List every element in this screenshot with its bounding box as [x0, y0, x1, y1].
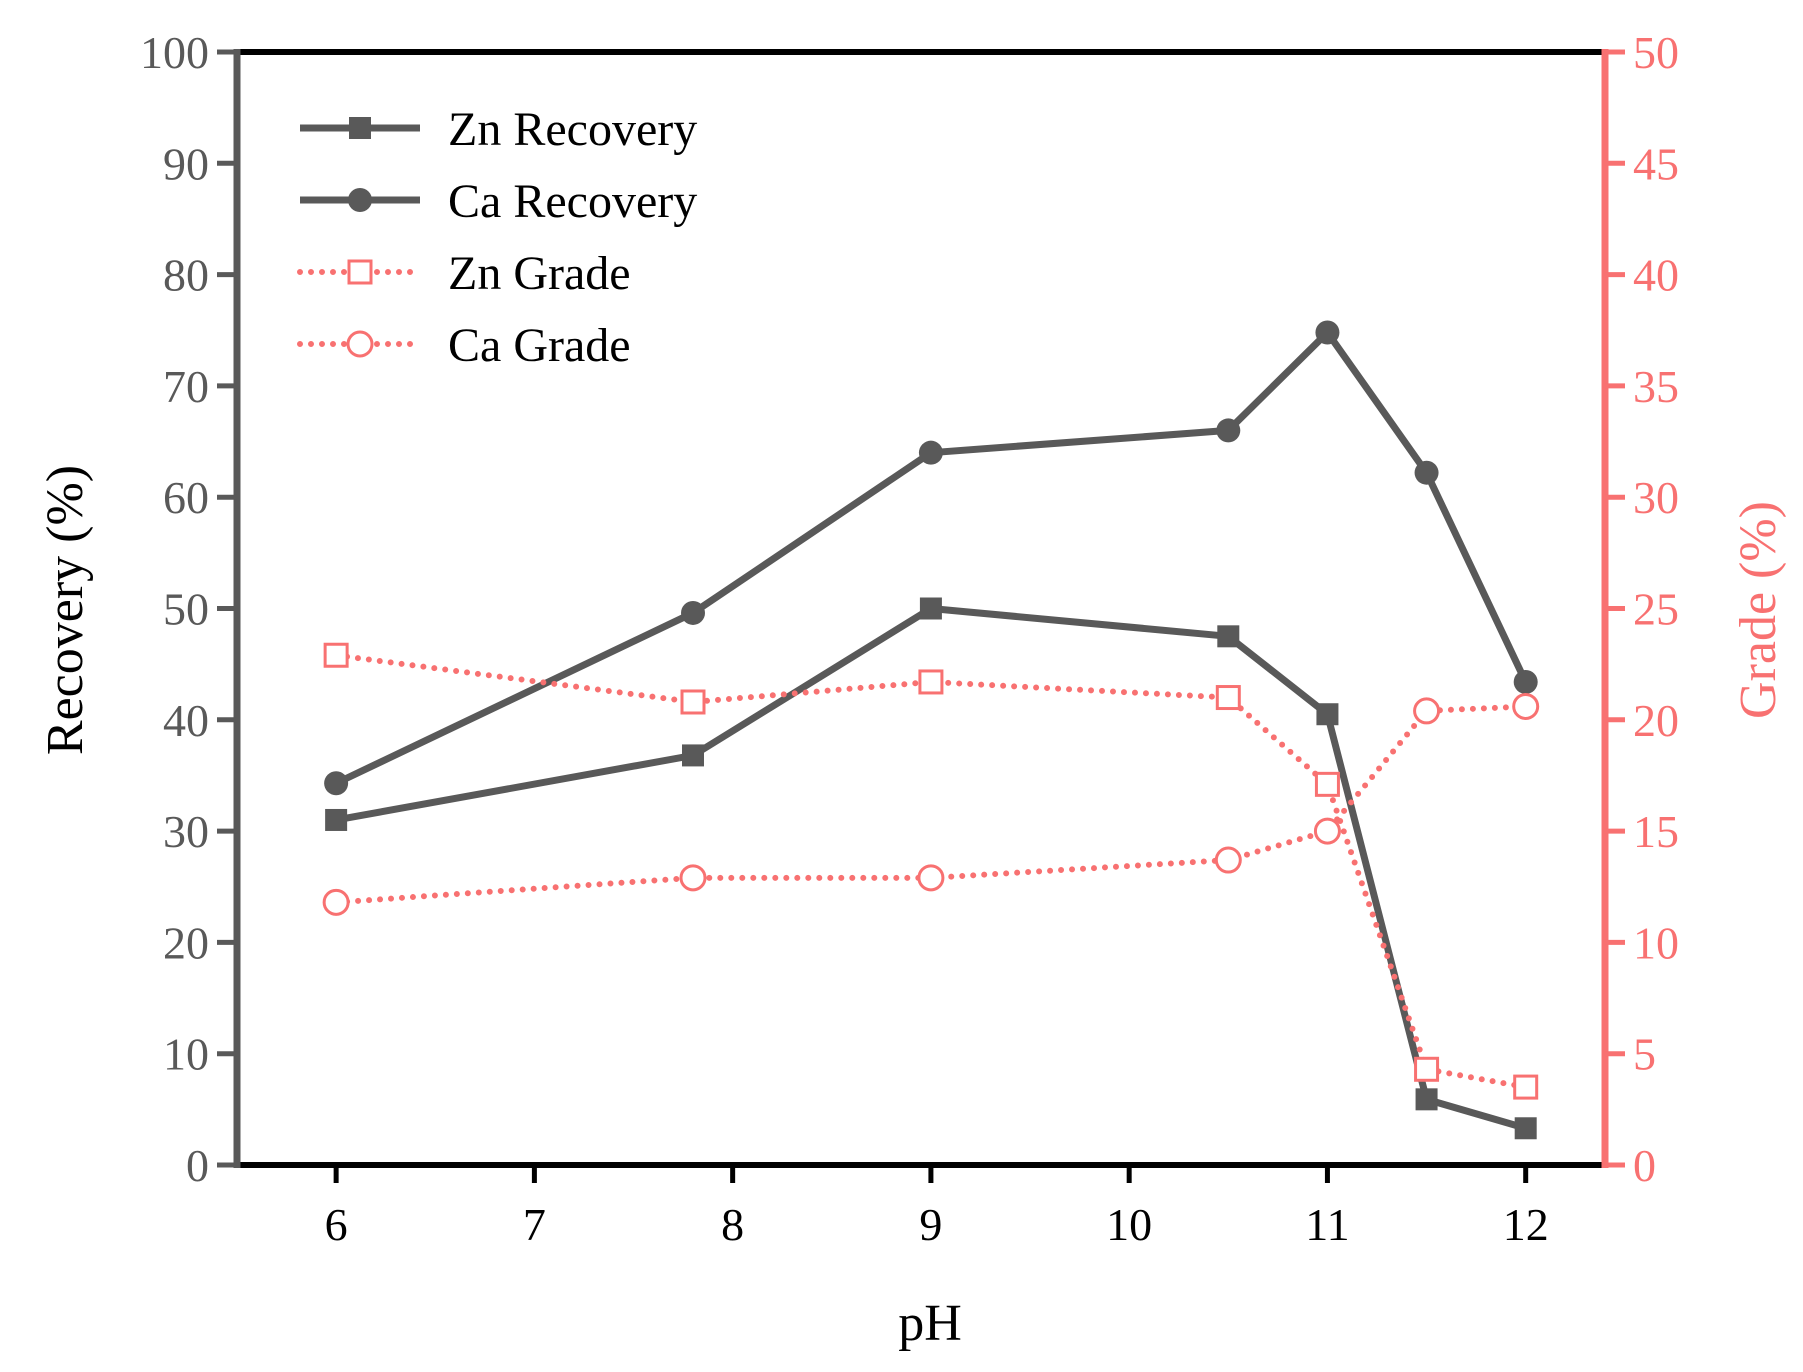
- data-point: [1512, 692, 1540, 720]
- series-ca-recovery: [324, 320, 1538, 796]
- legend-marker: [347, 259, 373, 285]
- data-point: [1514, 1117, 1537, 1140]
- x-tick-label: 9: [919, 1199, 942, 1250]
- y-left-tick-label: 50: [163, 584, 209, 635]
- y-right-tick-label: 35: [1633, 361, 1679, 412]
- y-right-tick-label: 25: [1633, 584, 1679, 635]
- x-tick-label: 6: [325, 1199, 348, 1250]
- y-right-tick-label: 30: [1633, 472, 1679, 523]
- data-point: [1214, 846, 1242, 874]
- data-point: [323, 642, 349, 668]
- series-ca-grade: [322, 692, 1540, 916]
- legend-item: Ca Grade: [297, 319, 631, 372]
- data-point: [325, 808, 348, 831]
- data-point: [1313, 817, 1341, 845]
- legend-marker: [349, 117, 371, 139]
- y-left-tick-label: 90: [163, 138, 209, 189]
- y-right-tick-label: 50: [1633, 27, 1679, 78]
- y-left-tick-label: 40: [163, 695, 209, 746]
- data-point: [1513, 1074, 1539, 1100]
- data-point: [1215, 685, 1241, 711]
- legend: Zn Recovery Ca Recovery Zn Grade Ca Grade: [297, 103, 697, 372]
- data-point: [1217, 625, 1240, 648]
- y-left-tick-label: 60: [163, 472, 209, 523]
- data-point: [1415, 1088, 1438, 1111]
- y-left-tick-label: 0: [186, 1140, 209, 1191]
- legend-item: Zn Recovery: [300, 103, 697, 156]
- legend-marker: [346, 330, 374, 358]
- data-point: [680, 689, 706, 715]
- series-layer: [322, 320, 1540, 1140]
- y-left-tick-label: 80: [163, 250, 209, 301]
- data-point: [1316, 703, 1339, 726]
- data-point: [1513, 669, 1538, 694]
- x-tick-label: 10: [1106, 1199, 1152, 1250]
- data-point: [918, 669, 944, 695]
- legend-label: Zn Recovery: [448, 103, 697, 156]
- data-point: [322, 888, 350, 916]
- y-right-tick-label: 20: [1633, 695, 1679, 746]
- legend-item: Ca Recovery: [300, 175, 697, 228]
- x-tick-label: 12: [1503, 1199, 1549, 1250]
- data-point: [1413, 697, 1441, 725]
- data-point: [1314, 771, 1340, 797]
- data-point: [679, 864, 707, 892]
- data-point: [324, 771, 349, 796]
- x-tick-label: 7: [523, 1199, 546, 1250]
- y-left-tick-label: 100: [140, 27, 209, 78]
- legend-marker: [348, 188, 372, 212]
- data-point: [919, 597, 942, 620]
- data-point: [918, 440, 943, 465]
- data-point: [681, 600, 705, 625]
- y-axis-right-title: Grade (%): [1730, 501, 1787, 719]
- y-right-tick-label: 40: [1633, 250, 1679, 301]
- data-point: [1315, 320, 1340, 345]
- series-zn-recovery: [325, 597, 1537, 1140]
- legend-item: Zn Grade: [297, 247, 631, 300]
- data-point: [1414, 1056, 1440, 1082]
- data-point: [1216, 418, 1241, 443]
- axes-layer: 6 7 8 9 10 11 12 0 10 20 30 40 50 60 70 80 90 100 0 5 10 15 20…: [140, 27, 1679, 1250]
- y-right-tick-label: 10: [1633, 917, 1679, 968]
- y-left-tick-label: 10: [163, 1029, 209, 1080]
- legend-label: Ca Grade: [448, 319, 631, 372]
- y-left-tick-label: 70: [163, 361, 209, 412]
- y-left-tick-label: 30: [163, 806, 209, 857]
- data-point: [682, 744, 704, 767]
- y-right-tick-label: 0: [1633, 1140, 1656, 1191]
- data-point: [1414, 460, 1439, 485]
- y-right-tick-label: 45: [1633, 138, 1679, 189]
- series-zn-grade: [323, 642, 1539, 1100]
- series-line: [334, 328, 1529, 787]
- y-axis-left-title: Recovery (%): [37, 465, 94, 755]
- legend-label: Zn Grade: [448, 247, 631, 300]
- x-tick-label: 11: [1305, 1199, 1349, 1250]
- y-left-tick-label: 20: [163, 917, 209, 968]
- y-right-tick-label: 5: [1633, 1029, 1656, 1080]
- data-point: [917, 864, 945, 892]
- x-axis-title: pH: [898, 1295, 962, 1352]
- y-right-tick-label: 15: [1633, 806, 1679, 857]
- x-tick-label: 8: [721, 1199, 744, 1250]
- legend-label: Ca Recovery: [448, 175, 697, 228]
